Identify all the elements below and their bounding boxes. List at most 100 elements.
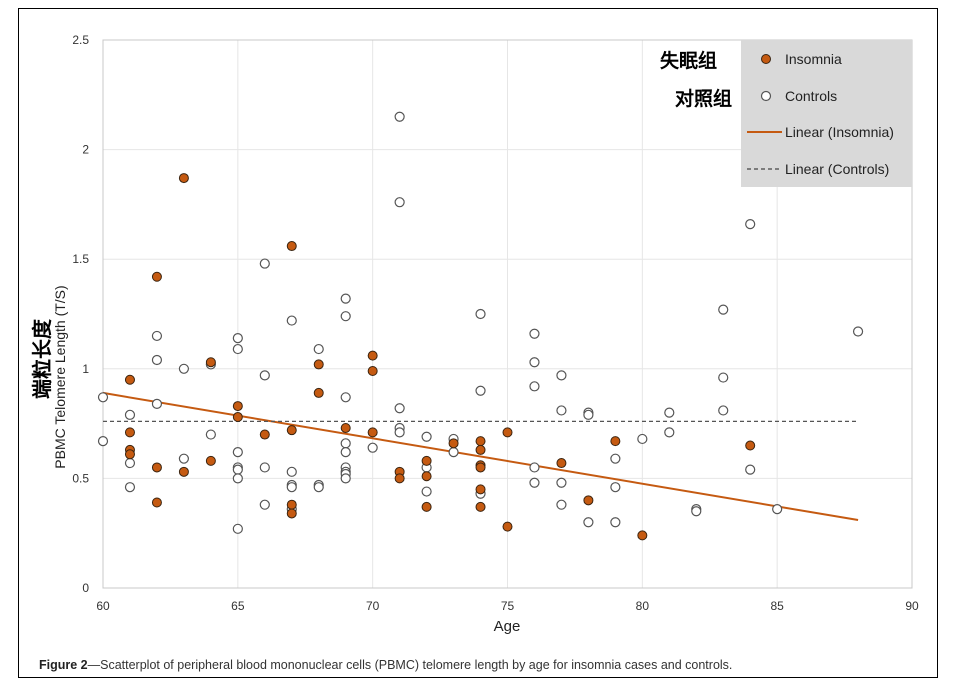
- controls-point: [529, 477, 540, 488]
- scatter-chart: 0 0.5 1 1.5 2 2.5 60 65 70 75 80 85 90 Age PBMC Tel…: [30, 33, 919, 635]
- controls-point: [448, 446, 459, 458]
- y-axis-label: PBMC Telomere Length (T/S): [52, 285, 68, 468]
- controls-point: [745, 219, 756, 230]
- legend-controls-marker: [760, 90, 772, 102]
- insomnia-point: [151, 271, 162, 282]
- y-tick-label: 0.5: [72, 471, 89, 485]
- controls-point: [232, 464, 243, 475]
- controls-point: [178, 453, 189, 464]
- controls-point: [340, 446, 351, 458]
- insomnia-point: [475, 462, 486, 473]
- controls-point: [394, 427, 405, 438]
- controls-point: [556, 477, 567, 488]
- insomnia-point: [367, 365, 378, 376]
- controls-point: [475, 385, 486, 396]
- insomnia-point: [367, 427, 378, 438]
- x-tick-label: 75: [501, 599, 515, 613]
- controls-point: [313, 343, 324, 355]
- insomnia-point: [259, 429, 270, 440]
- insomnia-point: [232, 401, 243, 412]
- legend: Insomnia Controls Linear (Insomnia) Line…: [660, 40, 912, 187]
- controls-point: [583, 409, 594, 420]
- controls-point: [124, 409, 136, 420]
- x-axis-ticks: 60 65 70 75 80 85 90: [96, 599, 919, 613]
- insomnia-point: [745, 440, 756, 451]
- controls-point: [421, 486, 432, 497]
- controls-point: [394, 111, 405, 122]
- insomnia-point: [637, 530, 648, 541]
- insomnia-point: [421, 501, 432, 512]
- x-tick-label: 70: [366, 599, 380, 613]
- insomnia-point: [286, 499, 297, 510]
- insomnia-point: [583, 495, 594, 506]
- insomnia-point: [178, 173, 189, 184]
- insomnia-point: [151, 462, 162, 473]
- controls-point: [691, 506, 702, 517]
- controls-point: [205, 429, 216, 440]
- insomnia-point: [475, 444, 486, 455]
- figure-caption-text: —Scatterplot of peripheral blood mononuc…: [87, 658, 733, 672]
- controls-point: [232, 333, 243, 344]
- figure-caption: Figure 2—Scatterplot of peripheral blood…: [39, 658, 732, 672]
- controls-point: [232, 473, 243, 484]
- legend-box: [741, 40, 912, 187]
- y-tick-label: 0: [82, 581, 89, 595]
- controls-point: [529, 381, 540, 392]
- insomnia-point: [367, 350, 378, 361]
- controls-point: [259, 462, 270, 473]
- controls-point: [151, 398, 163, 409]
- controls-point: [475, 308, 486, 320]
- controls-point: [421, 431, 432, 442]
- x-tick-label: 85: [770, 599, 784, 613]
- y-tick-label: 2: [82, 143, 89, 157]
- controls-point: [852, 326, 864, 337]
- controls-point: [610, 482, 621, 493]
- y-tick-label: 1.5: [72, 252, 89, 266]
- legend-controls-cn: 对照组: [675, 87, 732, 110]
- controls-point: [529, 357, 540, 368]
- controls-point: [529, 462, 540, 473]
- insomnia-point: [286, 508, 297, 519]
- x-tick-label: 60: [96, 599, 110, 613]
- controls-point: [610, 517, 621, 528]
- controls-point: [286, 482, 297, 493]
- controls-points: [97, 111, 864, 534]
- legend-insomnia-marker: [761, 54, 771, 64]
- insomnia-point: [178, 466, 189, 477]
- controls-point: [637, 433, 648, 445]
- legend-insomnia-cn: 失眠组: [660, 49, 717, 72]
- insomnia-point: [313, 387, 324, 398]
- controls-point: [232, 343, 243, 355]
- insomnia-point: [124, 374, 135, 385]
- controls-point: [97, 392, 109, 403]
- controls-point: [151, 354, 163, 366]
- insomnia-point: [286, 241, 297, 252]
- controls-point: [232, 523, 243, 534]
- controls-point: [259, 258, 270, 269]
- insomnia-point: [448, 438, 459, 449]
- insomnia-point: [232, 412, 243, 423]
- controls-point: [745, 464, 756, 475]
- trendlines: [102, 391, 859, 522]
- insomnia-point: [313, 359, 324, 370]
- controls-point: [259, 499, 270, 510]
- trendline-insomnia: [102, 391, 859, 522]
- controls-point: [610, 453, 621, 464]
- controls-point: [178, 363, 189, 374]
- insomnia-point: [502, 427, 513, 438]
- controls-point: [286, 466, 297, 477]
- y-axis-ticks: 0 0.5 1 1.5 2 2.5: [72, 33, 89, 595]
- controls-point: [718, 304, 729, 315]
- controls-point: [97, 436, 109, 447]
- controls-point: [340, 392, 351, 403]
- insomnia-point: [475, 436, 486, 447]
- controls-point: [367, 442, 378, 453]
- insomnia-point: [124, 427, 135, 438]
- controls-point: [340, 438, 351, 449]
- legend-linear-controls-label: Linear (Controls): [785, 161, 889, 177]
- controls-point: [556, 405, 567, 416]
- insomnia-point: [475, 484, 486, 495]
- insomnia-point: [475, 501, 486, 512]
- controls-point: [286, 315, 297, 326]
- insomnia-point: [421, 471, 432, 482]
